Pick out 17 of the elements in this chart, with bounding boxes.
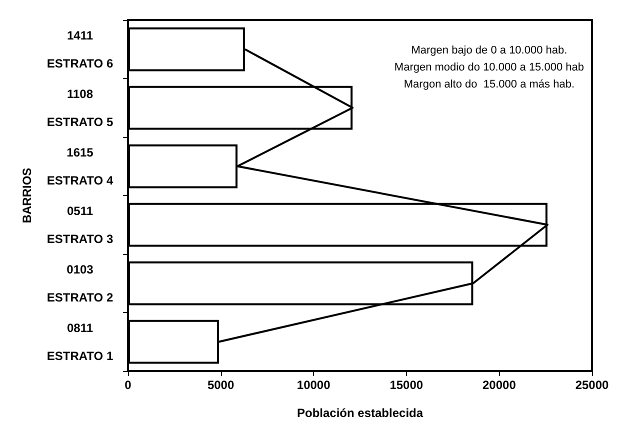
x-tick-label: 15000: [390, 378, 424, 392]
y-tick-label: 1411 ESTRATO 6: [46, 28, 114, 70]
x-tick-label: 25000: [575, 378, 610, 392]
x-tick-label: 10000: [296, 378, 331, 392]
y-tick-label: 1615 ESTRATO 4: [46, 145, 114, 188]
y-tick-label: 1108 ESTRATO 5: [46, 86, 114, 129]
x-axis-title: Población establecida: [296, 406, 424, 420]
x-tick-label: 5000: [207, 378, 234, 392]
annotation: Margen modio do 10.000 a 15.000 hab: [394, 62, 584, 74]
y-tick-label: 0103 ESTRATO 2: [46, 262, 114, 304]
annotation: Margen bajo de 0 a 10.000 hab.: [411, 44, 568, 56]
y-tick-label: 0811 ESTRATO 1: [46, 320, 114, 363]
y-tick-label: 0511 ESTRATO 3: [46, 204, 114, 246]
y-axis-title: BARRIOS: [20, 168, 34, 224]
x-tick-label: 0: [124, 378, 132, 392]
annotation: Margon alto do 15.000 a más hab.: [404, 78, 575, 90]
x-tick-label: 20000: [482, 378, 516, 392]
